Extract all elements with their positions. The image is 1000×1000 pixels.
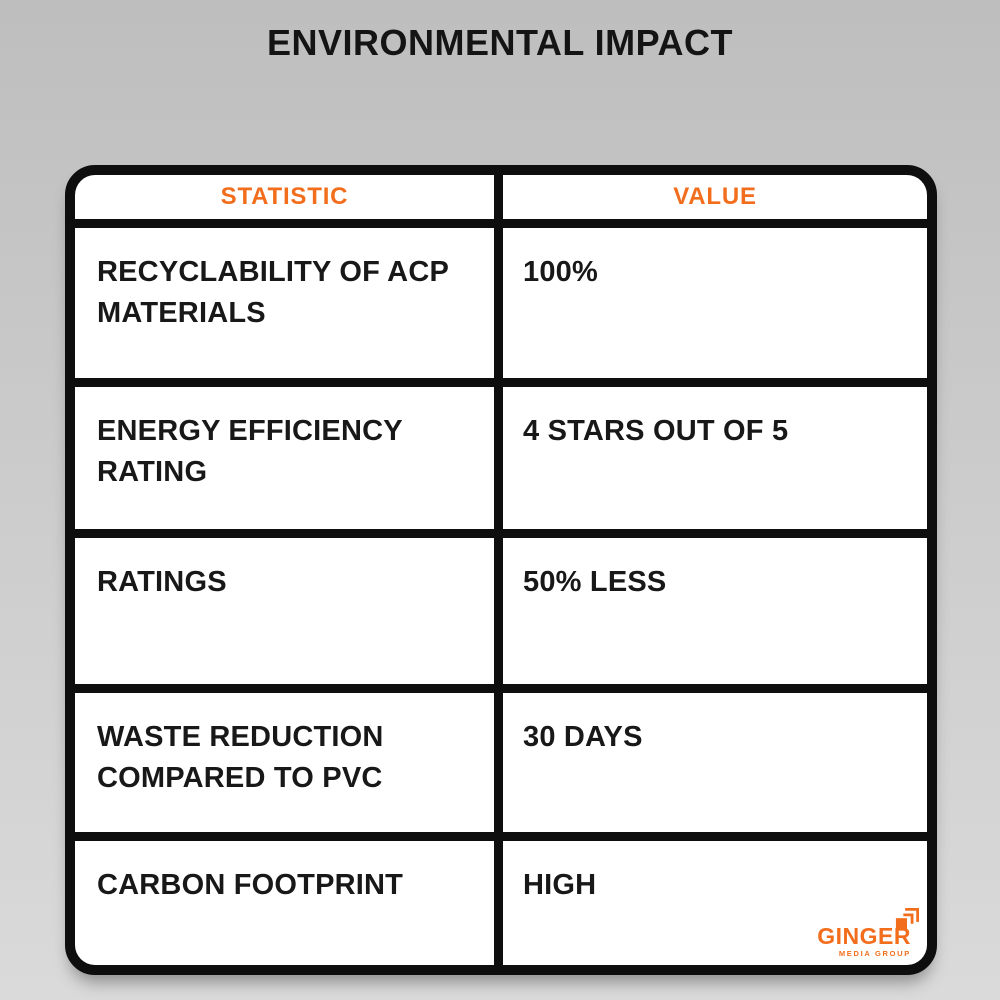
table-row-statistic: CARBON FOOTPRINT <box>75 841 494 965</box>
ginger-media-group-logo: GINGER MEDIA GROUP <box>817 907 919 958</box>
table-row-value: 4 STARS OUT OF 5 <box>503 387 927 529</box>
table-row-value: 50% LESS <box>503 538 927 684</box>
table-row-value: HIGH <box>503 841 927 965</box>
table-row-statistic: RATINGS <box>75 538 494 684</box>
page-title: ENVIRONMENTAL IMPACT <box>267 22 733 63</box>
ginger-stacked-frames-icon <box>895 907 919 929</box>
logo-name: GINGER <box>817 922 911 949</box>
table-row-value: 100% <box>503 228 927 378</box>
table-row-value: 30 DAYS <box>503 693 927 832</box>
column-header-value: VALUE <box>503 175 927 219</box>
column-header-statistic: STATISTIC <box>75 175 494 219</box>
table-row-statistic: WASTE REDUCTION COMPARED TO PVC <box>75 693 494 832</box>
table-row-statistic: RECYCLABILITY OF ACP MATERIALS <box>75 228 494 378</box>
environmental-impact-table: STATISTIC VALUE RECYCLABILITY OF ACP MAT… <box>65 165 937 975</box>
logo-subtext: MEDIA GROUP <box>838 948 911 958</box>
table-row-statistic: ENERGY EFFICIENCY RATING <box>75 387 494 529</box>
